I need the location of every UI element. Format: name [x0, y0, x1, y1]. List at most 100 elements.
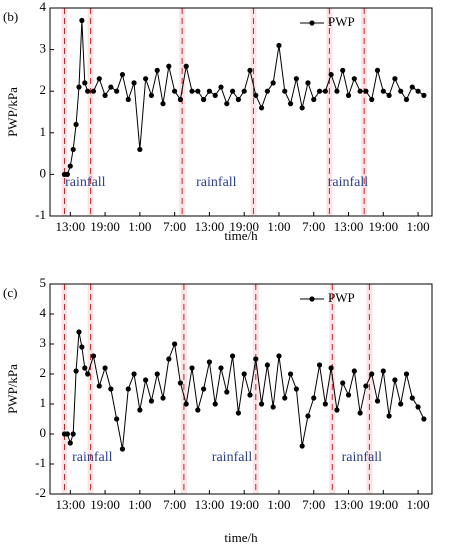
x-tick-label: 19:00 — [368, 497, 398, 512]
data-point — [328, 365, 334, 371]
data-point — [316, 362, 323, 368]
x-tick-label: 13:00 — [334, 219, 364, 234]
data-point — [189, 88, 195, 94]
data-point — [70, 431, 76, 437]
data-point — [143, 377, 149, 383]
data-point — [137, 146, 143, 153]
data-point — [357, 88, 363, 94]
data-point — [195, 407, 201, 413]
data-point — [108, 84, 114, 90]
data-point — [247, 392, 253, 398]
data-point — [82, 80, 88, 86]
data-point — [119, 71, 126, 78]
data-point — [183, 401, 189, 407]
x-tick-label: 13:00 — [55, 219, 85, 234]
data-point — [177, 96, 184, 103]
data-point — [125, 96, 131, 103]
data-point — [374, 398, 381, 404]
data-point — [415, 404, 421, 410]
data-point — [154, 67, 160, 73]
data-point — [154, 371, 160, 377]
data-point — [114, 88, 120, 94]
x-tick-label: 7:00 — [163, 219, 186, 234]
data-point — [85, 371, 91, 377]
data-point — [224, 101, 230, 107]
data-point — [357, 410, 363, 416]
x-tick-label: 1:00 — [267, 497, 290, 512]
data-point — [224, 389, 230, 395]
data-point — [264, 88, 270, 94]
x-tick-label: 13:00 — [55, 497, 85, 512]
data-point — [79, 17, 85, 24]
legend-marker — [309, 296, 315, 302]
data-point — [253, 356, 259, 362]
data-point — [293, 76, 299, 82]
x-tick-label: 1:00 — [407, 219, 430, 234]
data-point — [409, 395, 415, 401]
data-point — [287, 371, 294, 377]
data-point — [229, 353, 236, 359]
data-point — [258, 401, 265, 407]
data-point — [73, 121, 79, 128]
data-point — [380, 368, 386, 374]
data-point — [212, 401, 218, 407]
data-point — [276, 42, 282, 49]
data-point — [345, 92, 352, 98]
data-point — [235, 410, 241, 416]
data-point — [299, 105, 305, 111]
data-point — [67, 163, 73, 169]
data-point — [235, 96, 241, 103]
data-point — [64, 171, 70, 177]
data-point — [380, 88, 386, 94]
data-point — [183, 63, 189, 69]
data-point — [258, 105, 265, 111]
data-point — [76, 329, 82, 335]
y-tick-label: -2 — [35, 485, 46, 500]
data-point — [328, 71, 334, 78]
data-point — [96, 76, 102, 82]
data-point — [322, 88, 328, 94]
data-point — [160, 101, 166, 107]
data-point — [79, 344, 85, 350]
data-point — [363, 88, 369, 94]
data-point — [148, 92, 155, 98]
data-point — [172, 88, 178, 94]
data-point — [64, 431, 70, 437]
data-point — [369, 371, 375, 377]
data-point — [125, 386, 131, 392]
x-tick-label: 19:00 — [368, 219, 398, 234]
x-tick-label: 1:00 — [128, 219, 151, 234]
y-tick-label: 4 — [40, 0, 47, 14]
panel-label: (c) — [3, 285, 17, 300]
data-point — [253, 92, 259, 98]
data-point — [172, 341, 178, 347]
y-tick-label: 0 — [40, 425, 47, 440]
x-tick-label: 19:00 — [229, 497, 259, 512]
x-tick-label: 7:00 — [302, 497, 325, 512]
data-point — [119, 446, 126, 452]
data-point — [241, 371, 247, 377]
data-point — [363, 383, 369, 389]
data-point — [287, 101, 294, 107]
data-point — [195, 88, 201, 94]
data-point — [90, 88, 97, 94]
data-point — [305, 80, 311, 86]
data-point — [70, 146, 76, 153]
data-point — [96, 383, 102, 389]
data-point — [76, 84, 82, 90]
annotation: rainfall — [342, 450, 383, 465]
data-point — [218, 84, 224, 90]
data-point — [206, 359, 213, 365]
data-point — [102, 92, 108, 98]
y-tick-label: 3 — [40, 41, 47, 56]
data-point — [177, 380, 184, 386]
data-point — [85, 88, 91, 94]
data-point — [398, 88, 404, 94]
x-tick-label: 19:00 — [90, 219, 120, 234]
annotation: rainfall — [212, 450, 253, 465]
data-point — [351, 368, 357, 374]
data-point — [409, 84, 415, 90]
plot-frame — [49, 283, 433, 495]
data-point — [131, 80, 137, 86]
